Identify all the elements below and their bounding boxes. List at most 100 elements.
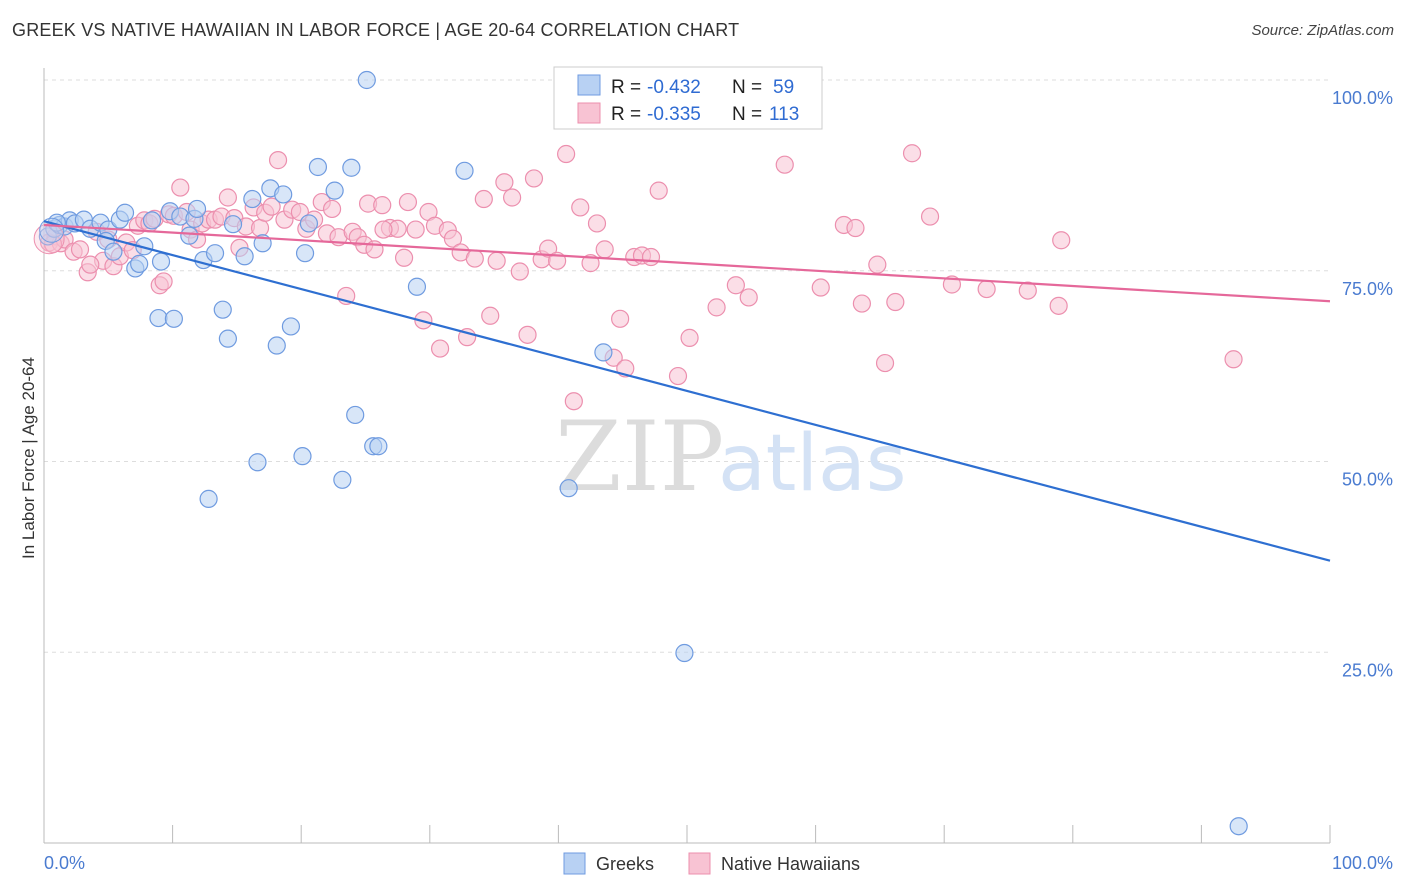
native-hawaiians-point [920, 207, 940, 226]
greeks-point [295, 244, 315, 263]
native-hawaiians-point [70, 240, 90, 259]
legend-r-value-native-hawaiians: -0.335 [647, 104, 701, 125]
native-hawaiians-point [581, 254, 600, 273]
chart-title: GREEK VS NATIVE HAWAIIAN IN LABOR FORCE … [12, 20, 740, 40]
x-tick-label-min: 0.0% [44, 853, 85, 873]
native-hawaiians-cluster [33, 223, 65, 255]
native-hawaiians-point [977, 279, 996, 299]
native-hawaiians-point [571, 198, 590, 217]
legend-n-value-native-hawaiians: 113 [769, 104, 799, 125]
y-tick-label: 25.0% [1342, 660, 1393, 680]
greeks-point [274, 185, 293, 204]
native-hawaiians-point [374, 220, 393, 239]
native-hawaiians-point [218, 188, 237, 207]
native-hawaiians-point [852, 294, 871, 313]
native-hawaiians-point [510, 262, 529, 281]
greeks-point [342, 158, 361, 177]
y-tick-labels: 25.0% 50.0% 75.0% 100.0% [1332, 88, 1393, 680]
legend-n-label-greeks: N = [732, 77, 762, 98]
native-hawaiians-point [846, 218, 865, 238]
bottom-legend-label-native-hawaiians: Native Hawaiians [721, 854, 860, 874]
legend-r-label-greeks: R = [611, 77, 641, 98]
native-hawaiians-point [262, 197, 281, 216]
native-hawaiians-point [641, 247, 661, 267]
native-hawaiians-point [1018, 281, 1037, 300]
greeks-point [243, 189, 262, 209]
native-hawaiians-point [775, 155, 794, 174]
greeks-point [142, 211, 162, 230]
greeks-point [248, 453, 267, 472]
native-hawaiians-point [495, 173, 514, 192]
greeks-point [369, 437, 388, 456]
grid-lines [44, 79, 1330, 653]
greeks-trend-line [43, 220, 1331, 562]
greeks-point [407, 277, 427, 296]
legend-swatch-native-hawaiians [577, 102, 601, 124]
native-hawaiians-point [557, 144, 576, 164]
y-tick-label: 75.0% [1342, 279, 1393, 299]
native-hawaiians-point [726, 276, 745, 295]
native-hawaiians-point [811, 278, 830, 297]
greeks-point [675, 643, 694, 663]
greeks-point [104, 242, 123, 261]
greeks-point [187, 199, 207, 219]
greeks-point [218, 329, 237, 348]
greeks-point [293, 447, 312, 466]
native-hawaiians-point [474, 189, 493, 209]
y-axis-label: In Labor Force | Age 20-64 [19, 357, 38, 559]
bottom-legend-swatch-native-hawaiians [688, 852, 711, 875]
legend-swatch-greeks [577, 74, 601, 96]
native-hawaiians-point [154, 272, 173, 291]
greeks-point [180, 226, 199, 245]
source-label: Source: ZipAtlas.com [1251, 22, 1394, 39]
native-hawaiians-point [481, 306, 500, 325]
greeks-point [346, 405, 365, 425]
bottom-legend-swatch-greeks [563, 852, 586, 875]
greeks-point [213, 300, 232, 319]
watermark-atlas: atlas [718, 419, 907, 509]
native-hawaiians-point [373, 196, 392, 215]
native-hawaiians-point [1049, 296, 1068, 315]
native-hawaiians-point [875, 353, 895, 373]
native-hawaiians-point [430, 339, 450, 358]
native-hawaiians-point [518, 325, 537, 344]
greeks-point [130, 254, 149, 273]
greeks-point [308, 157, 328, 177]
native-hawaiians-point [649, 181, 668, 200]
greeks-point [164, 309, 183, 328]
native-hawaiians-point [739, 288, 758, 307]
stats-legend: R = -0.432 N = 59 R = -0.335 N = 113 [553, 66, 823, 130]
native-hawaiians-point [465, 249, 484, 268]
legend-n-value-greeks: 59 [773, 77, 794, 98]
bottom-legend-label-greeks: Greeks [596, 854, 654, 874]
greeks-point [333, 470, 352, 489]
native-hawaiians-point [868, 255, 887, 274]
trend-lines [43, 220, 1331, 562]
axes [43, 68, 1331, 844]
greeks-point [559, 479, 578, 498]
greeks-point [149, 308, 168, 328]
native-hawaiians-point [680, 328, 699, 347]
native-hawaiians-point [487, 251, 506, 270]
native-hawaiians-point [250, 218, 270, 238]
legend-r-label-native-hawaiians: R = [611, 104, 641, 125]
native-hawaiians-point [171, 178, 190, 197]
native-hawaiians-point [707, 298, 726, 317]
native-hawaiians-point [587, 214, 607, 233]
watermark-zip: ZIP [555, 401, 724, 513]
native-hawaiians-point [1224, 350, 1243, 369]
native-hawaiians-trend-line [43, 223, 1331, 303]
legend-r-value-greeks: -0.432 [647, 77, 701, 98]
native-hawaiians-point [81, 255, 100, 274]
native-hawaiians-point [564, 392, 583, 411]
greeks-point [223, 215, 243, 234]
greeks-point [235, 247, 254, 266]
native-hawaiians-point [406, 220, 425, 239]
y-tick-label: 100.0% [1332, 88, 1393, 108]
greeks-point [205, 244, 225, 263]
native-hawaiians-point [902, 144, 922, 163]
native-hawaiians-point [1052, 231, 1071, 250]
native-hawaiians-point [394, 248, 414, 267]
greeks-point [151, 252, 171, 271]
